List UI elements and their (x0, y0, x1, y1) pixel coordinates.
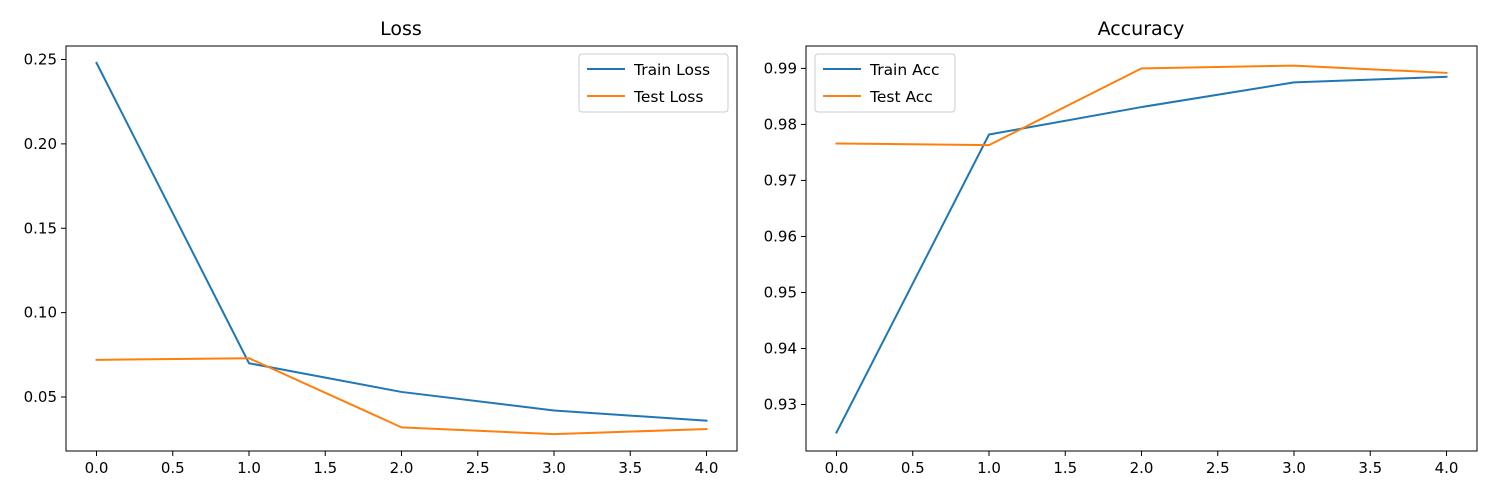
chart-title: Accuracy (1098, 18, 1185, 40)
x-tick-label: 4.0 (695, 459, 719, 477)
x-tick-label: 2.5 (1206, 459, 1230, 477)
chart-legend: Train Acc Test Acc (814, 53, 956, 113)
legend-label-test-loss: Test Loss (633, 88, 703, 106)
y-tick-label: 0.93 (764, 396, 797, 414)
x-tick-label: 3.0 (542, 459, 566, 477)
x-tick-label: 1.0 (237, 459, 261, 477)
legend-label-test-acc: Test Acc (869, 88, 933, 106)
y-tick-label: 0.94 (764, 339, 797, 357)
y-tick-label: 0.96 (764, 227, 797, 245)
series-line-train-loss (95, 61, 708, 422)
y-tick-label: 0.95 (764, 283, 797, 301)
x-tick-label: 3.0 (1282, 459, 1306, 477)
x-tick-label: 4.0 (1435, 459, 1459, 477)
chart-title: Loss (380, 18, 422, 40)
series-line-test-acc (835, 64, 1448, 147)
chart-legend: Train Loss Test Loss (578, 53, 729, 113)
accuracy-plot-area: 0.0 0.5 1.0 1.5 2.0 2.5 3.0 3.5 4.0 0.93 0.94 0.95 0… (764, 59, 1459, 477)
x-tick-label: 0.5 (901, 459, 925, 477)
x-tick-label: 3.5 (618, 459, 642, 477)
legend-label-train-acc: Train Acc (869, 61, 940, 79)
x-tick-label: 2.5 (466, 459, 490, 477)
loss-chart: Loss 0.0 0.5 1.0 1.5 2.0 2.5 3.0 3.5 4.0 0.05 0.10… (24, 18, 738, 478)
y-tick-label: 0.05 (24, 388, 57, 406)
y-tick-label: 0.20 (24, 135, 57, 153)
axes-frame (65, 45, 738, 452)
series-line-test-loss (95, 357, 708, 436)
x-tick-label: 2.0 (390, 459, 414, 477)
series-line-train-acc (835, 75, 1448, 434)
x-tick-label: 2.0 (1130, 459, 1154, 477)
x-tick-label: 1.0 (977, 459, 1001, 477)
legend-label-train-loss: Train Loss (633, 61, 710, 79)
x-tick-label: 3.5 (1358, 459, 1382, 477)
y-tick-label: 0.98 (764, 115, 797, 133)
y-tick-label: 0.99 (764, 59, 797, 77)
axes-frame (805, 45, 1478, 452)
x-tick-label: 0.0 (825, 459, 849, 477)
y-tick-label: 0.25 (24, 51, 57, 69)
accuracy-chart: Accuracy 0.0 0.5 1.0 1.5 2.0 2.5 3.0 3.5 4.0 0.93… (764, 18, 1478, 477)
x-tick-label: 0.5 (161, 459, 185, 477)
x-tick-label: 1.5 (1053, 459, 1077, 477)
x-tick-label: 0.0 (85, 459, 109, 477)
x-tick-label: 1.5 (313, 459, 337, 477)
y-tick-label: 0.10 (24, 304, 57, 322)
y-tick-label: 0.15 (24, 219, 57, 237)
loss-plot-area: 0.0 0.5 1.0 1.5 2.0 2.5 3.0 3.5 4.0 0.05 0.10 0.15 0… (24, 51, 719, 478)
y-tick-label: 0.97 (764, 171, 797, 189)
